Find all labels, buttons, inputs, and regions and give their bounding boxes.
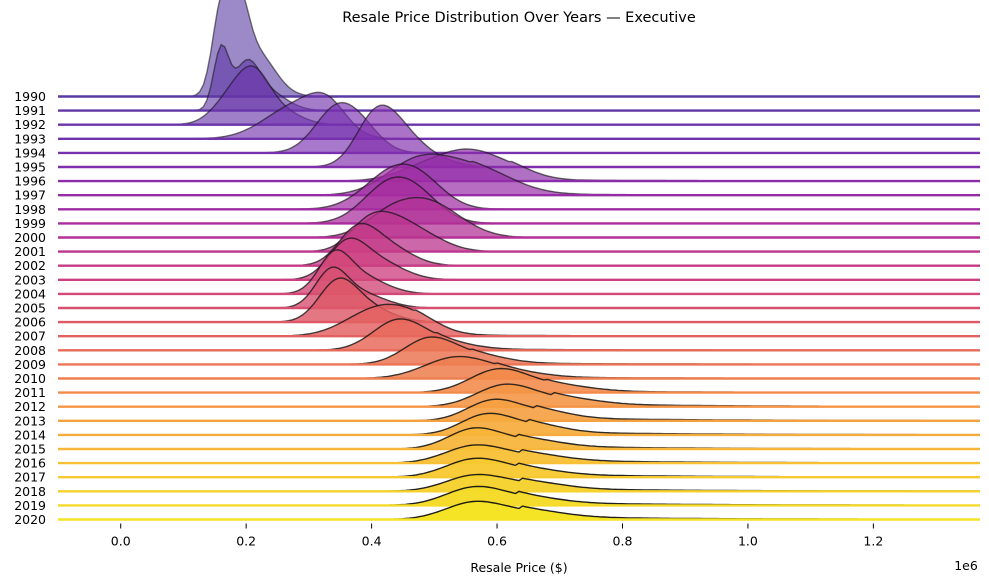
- year-label: 2006: [14, 315, 46, 330]
- year-label: 1992: [14, 117, 46, 132]
- ridge-area-1995: [58, 105, 980, 167]
- x-tick-label: 0.8: [613, 534, 633, 549]
- ridge-area-2018: [58, 474, 980, 492]
- ridge-area-2013: [58, 399, 980, 421]
- ridge-area-2020: [58, 501, 980, 520]
- ridge-line-2002: [58, 222, 980, 267]
- year-label: 1996: [14, 174, 46, 189]
- ridge-line-2008: [58, 318, 980, 351]
- ridge-line-1991: [58, 43, 980, 112]
- x-tick-label: 0.2: [236, 534, 256, 549]
- year-label: 2001: [14, 244, 46, 259]
- ridge-line-2005: [58, 266, 980, 309]
- x-tick-label: 1.0: [738, 534, 758, 549]
- x-tick-label: 0.0: [111, 534, 131, 549]
- ridge-area-2003: [58, 238, 980, 280]
- year-label: 2009: [14, 357, 46, 372]
- ridge-area-2002: [58, 223, 980, 266]
- ridge-area-1990: [58, 0, 980, 97]
- ridge-area-2008: [58, 318, 980, 351]
- x-tick-label: 0.6: [487, 534, 507, 549]
- ridge-series-group: [58, 0, 980, 521]
- year-label: 2000: [14, 230, 46, 245]
- year-label: 2012: [14, 399, 46, 414]
- year-label: 2010: [14, 371, 46, 386]
- ridge-line-1995: [58, 104, 980, 168]
- x-axis-scale-note: 1e6: [954, 558, 978, 573]
- ridge-area-2004: [58, 249, 980, 294]
- ridge-area-2014: [58, 413, 980, 435]
- ridge-area-2017: [58, 458, 980, 478]
- ridge-line-2003: [58, 237, 980, 281]
- ridge-line-2004: [58, 249, 980, 295]
- x-tick-label: 0.4: [362, 534, 382, 549]
- x-axis: 0.0 0.2 0.4 0.6 0.8 1.0 1.2: [111, 523, 883, 549]
- year-label: 2005: [14, 301, 46, 316]
- year-label: 2004: [14, 286, 46, 301]
- year-labels: 1990199119921993199419951996199719981999…: [14, 89, 46, 527]
- year-label: 1993: [14, 131, 46, 146]
- year-label: 2017: [14, 470, 46, 485]
- year-label: 2013: [14, 413, 46, 428]
- year-label: 2018: [14, 484, 46, 499]
- year-label: 2016: [14, 456, 46, 471]
- ridge-area-2000: [58, 197, 980, 238]
- year-label: 1994: [14, 145, 46, 160]
- ridge-line-2006: [58, 277, 980, 323]
- ridge-area-1993: [58, 92, 980, 139]
- x-tick-label: 1.2: [863, 534, 883, 549]
- year-label: 1991: [14, 103, 46, 118]
- year-label: 2015: [14, 442, 46, 457]
- chart-title: Resale Price Distribution Over Years — E…: [342, 10, 696, 26]
- year-label: 2020: [14, 512, 46, 527]
- year-label: 2008: [14, 343, 46, 358]
- year-label: 1998: [14, 202, 46, 217]
- year-label: 1995: [14, 160, 46, 175]
- ridge-line-2001: [58, 210, 980, 253]
- ridge-area-2011: [58, 368, 980, 393]
- year-label: 1990: [14, 89, 46, 104]
- ridge-area-2016: [58, 444, 980, 464]
- ridge-area-1991: [58, 44, 980, 111]
- x-axis-label: Resale Price ($): [470, 560, 567, 575]
- ridge-area-2001: [58, 211, 980, 252]
- year-label: 2011: [14, 385, 46, 400]
- year-label: 1997: [14, 188, 46, 203]
- ridge-area-2012: [58, 384, 980, 407]
- year-label: 2002: [14, 258, 46, 273]
- year-label: 2003: [14, 272, 46, 287]
- year-label: 2007: [14, 329, 46, 344]
- year-label: 1999: [14, 216, 46, 231]
- ridge-line-2000: [58, 196, 980, 239]
- ridge-area-2019: [58, 486, 980, 506]
- ridge-area-2006: [58, 278, 980, 323]
- ridge-line-1993: [58, 91, 980, 140]
- year-label: 2014: [14, 427, 46, 442]
- ridge-area-2005: [58, 267, 980, 308]
- ridge-area-1997: [58, 154, 980, 196]
- year-label: 2019: [14, 498, 46, 513]
- ridge-area-2015: [58, 427, 980, 449]
